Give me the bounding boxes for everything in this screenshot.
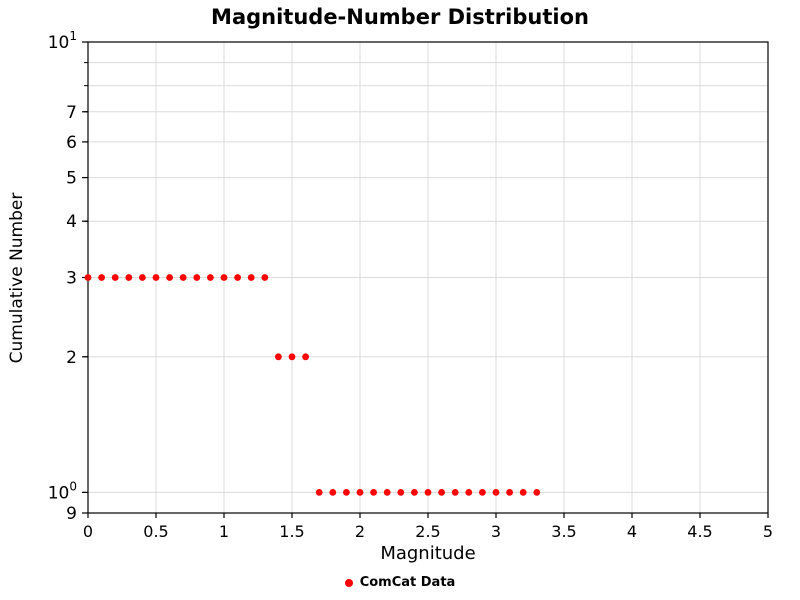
y-tick-label: 101 — [48, 29, 77, 53]
data-point — [492, 488, 500, 496]
data-point — [383, 488, 391, 496]
data-point — [275, 353, 282, 361]
data-point — [438, 488, 445, 496]
data-point — [139, 274, 146, 281]
y-tick-label: 3 — [66, 269, 77, 289]
x-tick-label: 5 — [763, 522, 773, 541]
data-point — [329, 488, 337, 496]
x-tick-label: 3 — [491, 522, 501, 541]
chart-title: Magnitude-Number Distribution — [211, 5, 589, 29]
data-point — [519, 488, 527, 496]
data-point — [207, 274, 214, 281]
x-tick-label: 2 — [355, 522, 365, 541]
data-point — [234, 274, 242, 281]
data-point — [451, 488, 459, 496]
data-point — [125, 274, 133, 281]
data-point — [411, 488, 418, 496]
data-point — [179, 274, 187, 281]
x-tick-label: 0.5 — [143, 522, 168, 541]
data-point — [166, 274, 174, 281]
x-tick-label: 2.5 — [415, 522, 440, 541]
data-point — [84, 274, 92, 281]
data-point — [288, 353, 296, 361]
y-tick-label: 2 — [66, 348, 77, 368]
x-tick-label: 1 — [219, 522, 229, 541]
data-point — [193, 274, 201, 281]
data-point — [302, 353, 309, 361]
data-point — [506, 488, 513, 496]
data-point — [533, 488, 541, 496]
y-tick-label: 7 — [66, 103, 77, 123]
x-tick-label: 0 — [83, 522, 93, 541]
y-tick-label: 5 — [66, 169, 77, 189]
data-point — [261, 274, 269, 281]
legend-label: ComCat Data — [359, 575, 456, 590]
x-tick-label: 3.5 — [551, 522, 576, 541]
data-point — [370, 488, 377, 496]
y-tick-label: 6 — [66, 133, 77, 153]
data-point — [315, 488, 323, 496]
data-point — [397, 488, 405, 496]
data-point — [98, 274, 105, 281]
data-point — [111, 274, 119, 281]
x-axis-label: Magnitude — [380, 543, 476, 564]
gridlines — [87, 41, 769, 513]
data-point — [356, 488, 364, 496]
data-points — [84, 274, 541, 496]
x-tick-label: 1.5 — [279, 522, 304, 541]
legend: ComCat Data — [0, 575, 800, 590]
data-point — [424, 488, 432, 496]
legend-marker-icon — [344, 578, 353, 587]
y-tick-label: 4 — [66, 212, 77, 232]
data-point — [465, 488, 473, 496]
y-tick-label: 9 — [66, 504, 77, 524]
data-point — [152, 274, 160, 281]
data-point — [220, 274, 228, 281]
data-point — [247, 274, 255, 281]
data-point — [343, 488, 350, 496]
data-point — [479, 488, 486, 496]
x-tick-label: 4.5 — [687, 522, 712, 541]
x-tick-label: 4 — [627, 522, 637, 541]
y-tick-label: 100 — [48, 479, 77, 503]
